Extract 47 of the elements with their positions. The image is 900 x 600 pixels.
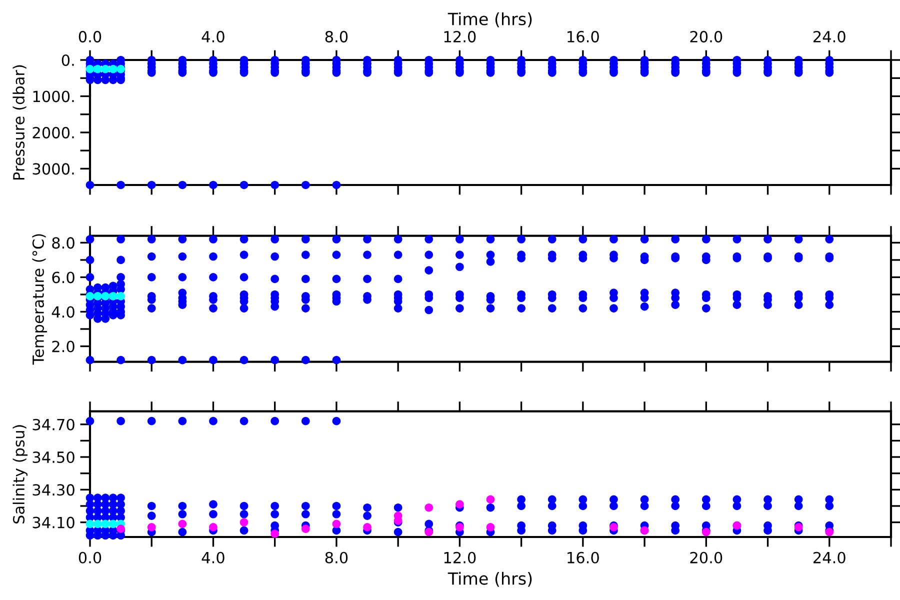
y-tick-label: 1000. [33,90,74,102]
y-tick-label: 8.0 [52,237,74,249]
x-tick-label: 4.0 [202,30,224,42]
y-tick-label: 4.0 [52,306,74,318]
point [147,523,156,532]
x-tick-label: 8.0 [325,30,348,42]
point [108,520,118,528]
y-tick-label: 34.30 [32,484,74,496]
y-axis-title: Temperature (°C) [32,234,47,365]
y-tick-label: 34.50 [32,451,74,464]
point [486,523,495,532]
y-axis-title: Pressure (dbar) [12,65,26,180]
x-tick-label: 24.0 [813,30,846,42]
point [332,520,341,528]
x-tick-label: 8.0 [325,552,348,564]
x-tick-label: 12.0 [444,30,476,42]
point [456,500,464,509]
x-tick-label: 24.0 [813,552,846,564]
point [301,524,310,534]
y-tick-label: 2.0 [52,340,74,352]
point [178,520,187,528]
x-axis-title: Time (hrs) [448,572,532,587]
point [240,518,248,526]
point [94,520,102,528]
x-tick-label: 20.0 [690,30,722,42]
x-tick-label: 16.0 [568,30,599,42]
point [209,523,218,532]
y-tick-label: 6.0 [52,272,74,284]
point [270,530,280,538]
y-tick-label: 3000. [32,163,74,175]
point [486,495,495,504]
x-tick-label: 12.0 [444,552,476,564]
x-tick-label: 4.0 [202,552,224,564]
y-axis-title: Salinity (psu) [12,425,28,524]
x-axis-title: Time (hrs) [448,12,532,28]
y-tick-label: 34.10 [32,516,74,528]
point [101,520,110,528]
x-tick-label: 0.0 [78,30,102,42]
point [363,523,372,532]
x-tick-label: 20.0 [690,552,722,564]
x-tick-label: 16.0 [568,552,599,564]
y-tick-label: 2000. [32,126,74,138]
y-tick-label: 0. [62,54,74,66]
y-tick-label: 34.70 [32,418,74,430]
point [86,520,94,528]
x-tick-label: 0.0 [78,552,102,564]
point [424,503,434,512]
